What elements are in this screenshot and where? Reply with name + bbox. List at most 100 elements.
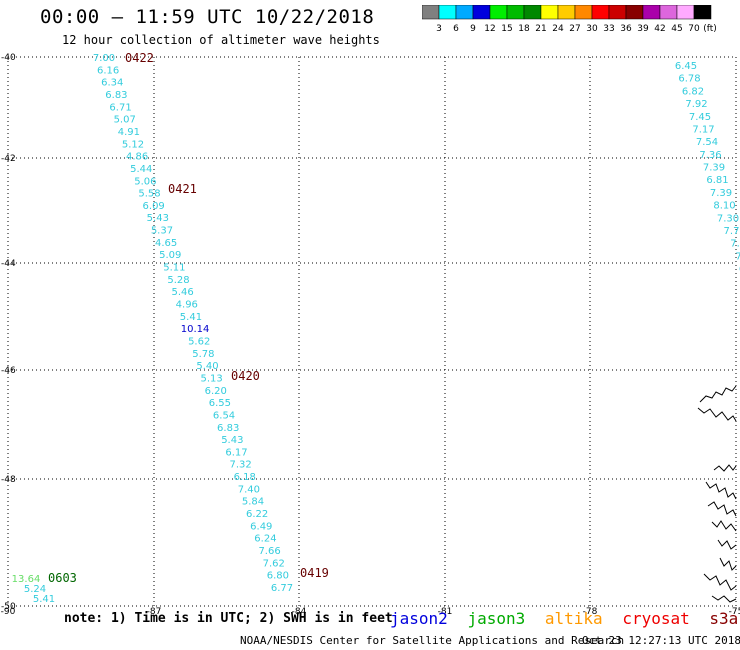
swh-value-label: 6.71 — [109, 102, 131, 113]
lat-tick-label: -42 — [1, 154, 16, 164]
colorbar-label: 27 — [569, 24, 580, 34]
swh-value-label: 5.13 — [200, 373, 222, 384]
swh-value-label: 6.24 — [254, 534, 276, 545]
swh-value-label: 7.39 — [703, 163, 725, 174]
swh-value-label: 7.32 — [229, 460, 251, 471]
swh-value-label: 10.14 — [181, 324, 210, 335]
swh-value-label: 7.45 — [689, 112, 711, 123]
swh-value-label: 5.46 — [172, 287, 194, 298]
swh-value-label: 7.66 — [258, 546, 280, 557]
swh-value-label: 6.54 — [213, 410, 235, 421]
colorbar-label: 30 — [586, 24, 598, 34]
lon-tick-label: -81 — [438, 607, 453, 617]
swh-value-label: 6.17 — [225, 447, 247, 458]
swh-value-label: 6.22 — [246, 509, 268, 520]
coastline-segment — [699, 385, 737, 403]
swh-value-label: 4.96 — [176, 300, 198, 311]
colorbar-label: 6 — [453, 24, 459, 34]
swh-value-label: 6.49 — [250, 521, 272, 532]
legend-jason3: jason3 — [467, 609, 526, 628]
swh-value-label: 7.36 — [699, 150, 721, 161]
footer-timestamp: Oct 23 12:27:13 UTC 2018 — [582, 634, 740, 647]
swh-value-label: 5.43 — [147, 213, 169, 224]
pass-time-labels: 0422 0421 0420 0419 0603 — [48, 51, 329, 585]
swh-value-label: 5.12 — [122, 139, 144, 150]
swh-value-label: 7. — [730, 239, 740, 250]
colorbar-label: 21 — [535, 24, 546, 34]
colorbar-label: 15 — [501, 24, 512, 34]
swh-value-label: 6.16 — [97, 65, 119, 76]
swh-value-label: 8.10 — [713, 201, 735, 212]
track-main: 7.006.166.346.836.715.074.915.124.865.44… — [93, 53, 293, 594]
colorbar-label: 39 — [637, 24, 649, 34]
coastline-segment — [697, 407, 737, 422]
swh-value-label: 7.62 — [263, 558, 285, 569]
swh-value-label: 5.07 — [114, 115, 136, 126]
colorbar-label: 45 — [671, 24, 682, 34]
swh-value-label: 5.40 — [196, 361, 218, 372]
lon-tick-label: -87 — [147, 607, 162, 617]
swh-value-label: 13.64 — [12, 574, 41, 585]
colorbar-label: 3 — [436, 24, 442, 34]
colorbar-label: 36 — [620, 24, 632, 34]
colorbar-label: 9 — [470, 24, 476, 34]
swh-value-label: 6.80 — [267, 571, 289, 582]
swh-value-label: 6.45 — [675, 61, 697, 72]
swh-value-label: 5.11 — [163, 263, 185, 274]
coastline-segment — [703, 573, 737, 591]
lon-tick-label: -78 — [583, 607, 598, 617]
swh-value-label: 5.44 — [130, 164, 152, 175]
lon-tick-label: -90 — [1, 607, 16, 617]
coastline-segment — [707, 501, 737, 517]
coastline — [697, 385, 737, 603]
track-bottom-left: 13.645.245.41 — [12, 574, 55, 605]
swh-value-label: 5.58 — [138, 189, 160, 200]
legend-cryosat: cryosat — [622, 609, 690, 628]
swh-value-label: 6.18 — [234, 472, 256, 483]
footer-credit: NOAA/NESDIS Center for Satellite Applica… — [240, 634, 625, 647]
legend-jason2: jason2 — [390, 609, 448, 628]
swh-value-label: 5.62 — [188, 336, 210, 347]
coastline-segment — [711, 595, 737, 603]
pass-time-label: 0421 — [168, 182, 197, 196]
legend-altika: altika — [544, 609, 603, 628]
swh-value-label: 7.39 — [710, 188, 732, 199]
map-title: 00:00 – 11:59 UTC 10/22/2018 — [40, 6, 375, 28]
swh-value-label: 4.86 — [126, 152, 148, 163]
lon-tick-label: -75 — [729, 607, 740, 617]
coastline-segment — [705, 481, 737, 500]
swh-value-label: 5.78 — [192, 349, 214, 360]
legend-s3a: s3a — [709, 609, 739, 628]
colorbar-label: 12 — [484, 24, 495, 34]
footer-note: note: 1) Time is in UTC; 2) SWH is in fe… — [64, 611, 393, 626]
coastline-segment — [717, 539, 737, 550]
swh-value-label: 7 — [735, 251, 740, 262]
colorbar-label: 70 — [688, 24, 700, 34]
swh-value-label: 7.54 — [696, 137, 718, 148]
swh-value-label: 5.41 — [33, 594, 55, 605]
swh-value-label: 6.77 — [271, 583, 293, 594]
colorbar-unit: (ft) — [703, 24, 717, 34]
pass-time-label: 0603 — [48, 571, 77, 585]
pass-time-label: 0422 — [125, 51, 154, 65]
swh-value-label: 4.91 — [118, 127, 140, 138]
swh-value-label: 6 — [739, 264, 740, 275]
swh-value-label: 7.00 — [93, 53, 115, 64]
wave-height-colorbar: 3 6 9 12 15 18 21 24 27 30 33 36 39 42 45 70 (ft) — [422, 5, 717, 34]
swh-value-label: 6.09 — [143, 201, 165, 212]
swh-value-label: 6.78 — [678, 74, 700, 85]
map-subtitle: 12 hour collection of altimeter wave hei… — [62, 33, 380, 47]
swh-value-label: 6.81 — [706, 175, 728, 186]
coastline-segment — [713, 464, 737, 472]
swh-value-label: 6.83 — [217, 423, 239, 434]
swh-value-label: 5.09 — [159, 250, 181, 261]
swh-value-label: 7.40 — [238, 484, 260, 495]
colorbar-label: 42 — [654, 24, 665, 34]
swh-value-label: 5.43 — [221, 435, 243, 446]
swh-value-label: 7.17 — [692, 124, 714, 135]
track-right: 6.456.786.827.927.457.177.547.367.396.81… — [675, 61, 740, 275]
swh-value-label: 5.06 — [134, 176, 156, 187]
swh-value-label: 4.65 — [155, 238, 177, 249]
lon-tick-label: -84 — [292, 607, 307, 617]
